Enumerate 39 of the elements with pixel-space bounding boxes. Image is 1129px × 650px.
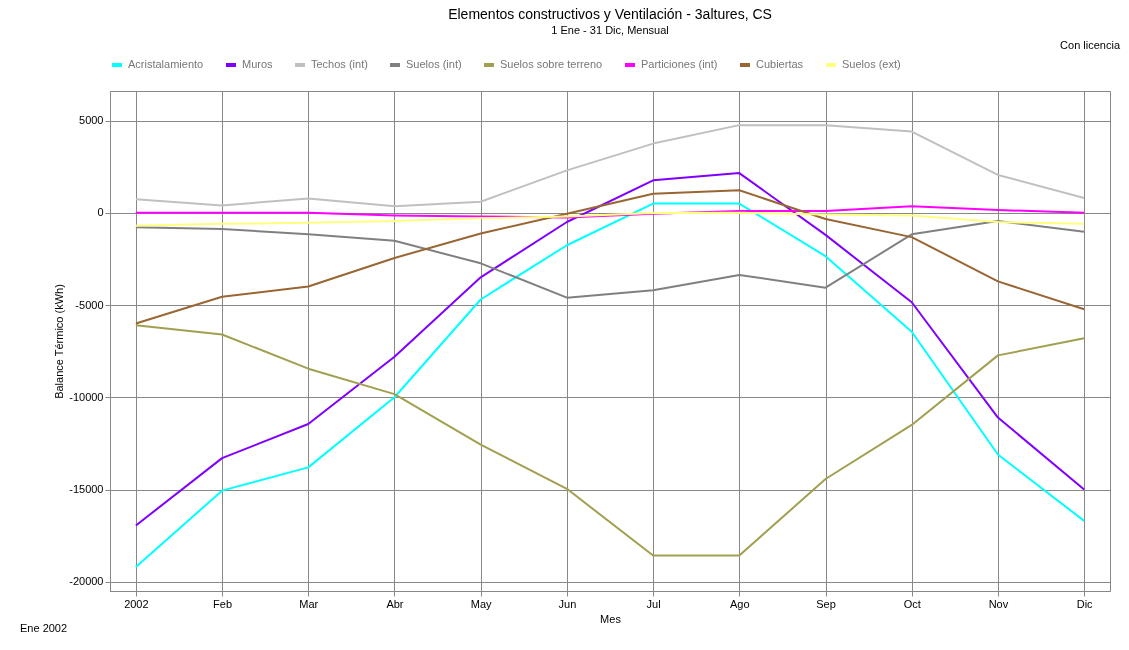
- y-axis-title: Balance Térmico (kWh): [53, 284, 66, 399]
- x-tick-label: May: [470, 597, 493, 610]
- x-tick-label: Oct: [903, 597, 921, 610]
- legend-label: Cubiertas: [756, 58, 804, 70]
- x-tick-label: Feb: [213, 597, 233, 610]
- legend-label: Particiones (int): [641, 58, 718, 70]
- x-tick-label: 2002: [124, 597, 149, 610]
- y-tick-label: -5000: [75, 298, 104, 311]
- x-tick-label: Mar: [299, 597, 319, 610]
- line-series: [134, 324, 1086, 557]
- line-series: [134, 124, 1086, 208]
- line-series: [134, 172, 1086, 527]
- line-series: [134, 189, 1086, 325]
- line-series: [134, 202, 1086, 569]
- legend-label: Suelos (int): [406, 58, 462, 70]
- x-tick-label: Sep: [816, 597, 836, 610]
- y-tick-label: -15000: [69, 483, 104, 496]
- x-tick-label: Dic: [1076, 597, 1094, 610]
- y-tick-label: -20000: [69, 575, 104, 588]
- chart-subtitle: 1 Ene - 31 Dic, Mensual: [551, 24, 669, 36]
- y-tick-label: -10000: [69, 390, 104, 403]
- chart-title: Elementos constructivos y Ventilación - 3altures, CS: [448, 6, 772, 22]
- x-tick-label: Nov: [988, 597, 1009, 610]
- line-series: [134, 205, 1086, 219]
- x-tick-label: Ago: [730, 597, 750, 610]
- x-tick-label: Jun: [558, 597, 577, 610]
- x-tick-label: Abr: [386, 597, 404, 610]
- y-tick-label: 5000: [79, 114, 104, 127]
- text: Con licencia: [1060, 39, 1121, 51]
- legend-label: Muros: [242, 58, 274, 70]
- legend-label: Acristalamiento: [128, 58, 204, 70]
- legend-label: Suelos (ext): [842, 58, 901, 70]
- y-tick-label: 0: [97, 206, 104, 219]
- line-series: [134, 211, 1086, 227]
- x-tick-label: Jul: [646, 597, 661, 610]
- legend-label: Techos (int): [311, 58, 368, 70]
- text: Ene 2002: [20, 622, 68, 634]
- legend-label: Suelos sobre terreno: [500, 58, 603, 70]
- x-axis-title: Mes: [600, 612, 622, 625]
